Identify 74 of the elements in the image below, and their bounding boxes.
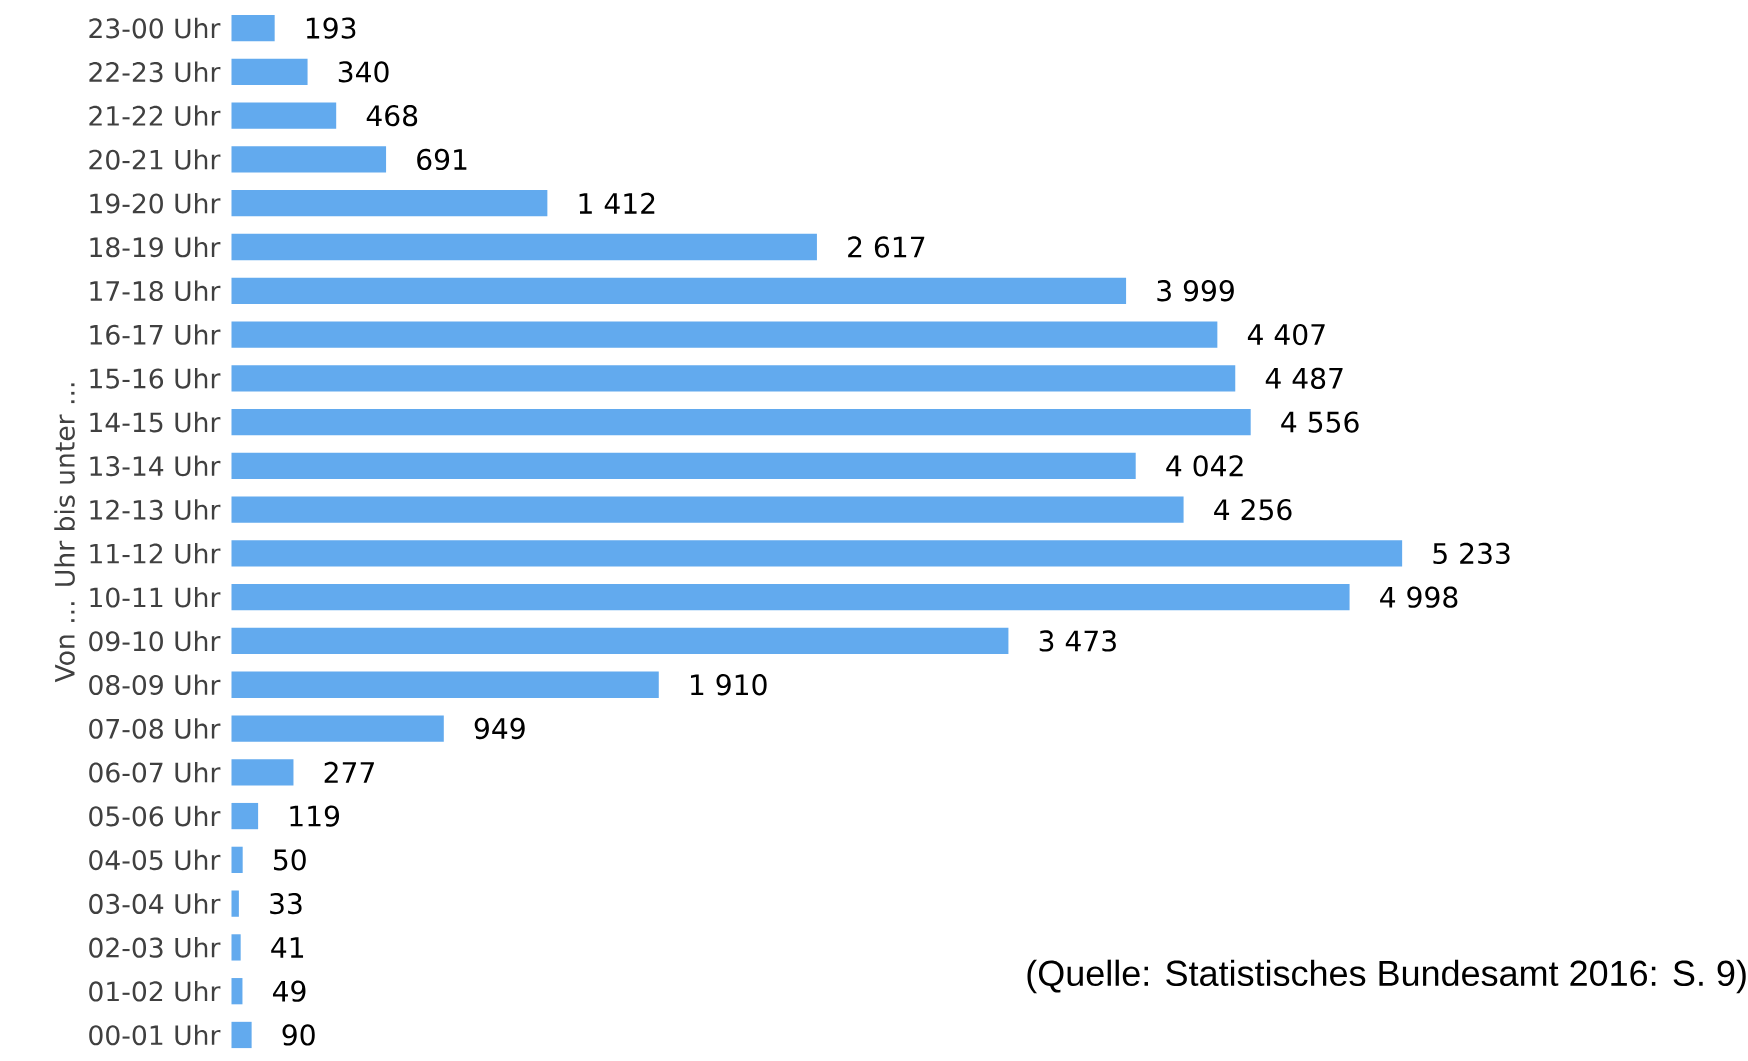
y-tick-label: 07-08 Uhr xyxy=(89,718,221,739)
y-tick-label: 04-05 Uhr xyxy=(89,849,221,871)
data-label: 4 407 xyxy=(1247,323,1325,346)
data-label: 3 473 xyxy=(1039,630,1116,652)
y-tick-label: 13-14 Uhr xyxy=(90,455,221,477)
data-label: 1 412 xyxy=(579,192,655,214)
y-tick-label: 05-06 Uhr xyxy=(89,805,221,827)
bar xyxy=(231,715,444,742)
bar xyxy=(231,627,1009,654)
bar xyxy=(231,146,387,173)
bar xyxy=(231,277,1127,304)
data-label: 3 999 xyxy=(1157,279,1234,302)
data-label: 4 998 xyxy=(1380,586,1458,608)
y-tick-label: 00-01 Uhr xyxy=(89,1024,221,1046)
data-label: 4 556 xyxy=(1281,411,1359,433)
bar xyxy=(231,846,243,873)
bar xyxy=(231,977,243,1005)
bar xyxy=(231,890,239,917)
bar xyxy=(231,365,1236,392)
data-label: 4 256 xyxy=(1214,498,1292,521)
data-label: 1 910 xyxy=(691,673,767,696)
y-tick-label: 08-09 Uhr xyxy=(89,674,221,695)
y-tick-label: 18-19 Uhr xyxy=(90,236,221,258)
y-tick-label: 10-11 Uhr xyxy=(90,586,221,608)
bar xyxy=(231,14,275,42)
bar xyxy=(231,1021,252,1048)
data-label: 49 xyxy=(272,980,306,1002)
bar xyxy=(231,58,308,85)
data-label: 90 xyxy=(282,1024,315,1046)
annotation: (Quelle: Statistisches Bundesamt 2016: S. 9) xyxy=(1027,959,1746,994)
data-label: 193 xyxy=(306,17,356,39)
y-tick-label: 02-03 Uhr xyxy=(89,936,221,958)
bar xyxy=(231,671,659,698)
data-label: 4 487 xyxy=(1265,367,1343,389)
y-tick-label: 06-07 Uhr xyxy=(89,761,221,783)
bar xyxy=(231,189,548,217)
y-tick-label: 17-18 Uhr xyxy=(90,280,221,301)
data-label: 119 xyxy=(290,805,340,827)
y-tick-label: 20-21 Uhr xyxy=(89,149,221,170)
data-label: 691 xyxy=(417,148,467,170)
bar xyxy=(231,759,294,786)
data-label: 5 233 xyxy=(1433,542,1510,564)
y-tick-label: 15-16 Uhr xyxy=(90,367,221,389)
bar xyxy=(231,408,1251,436)
bar xyxy=(231,321,1218,348)
bar xyxy=(231,496,1184,523)
y-tick-label: 21-22 Uhr xyxy=(89,105,221,126)
y-tick-label: 12-13 Uhr xyxy=(90,499,221,520)
bar xyxy=(231,934,241,961)
y-tick-label: 11-12 Uhr xyxy=(90,542,221,564)
data-label: 4 042 xyxy=(1166,455,1243,477)
y-tick-label: 16-17 Uhr xyxy=(90,324,221,345)
y-tick-label: 01-02 Uhr xyxy=(89,980,221,1002)
y-tick-label: 03-04 Uhr xyxy=(89,893,221,914)
y-tick-label: 19-20 Uhr xyxy=(90,192,221,214)
bar xyxy=(231,583,1350,611)
data-label: 33 xyxy=(270,892,302,915)
y-tick-label: 14-15 Uhr xyxy=(90,411,221,433)
bar xyxy=(231,233,817,260)
y-tick-label: 09-10 Uhr xyxy=(89,630,221,652)
y-axis-title: Von ... Uhr bis unter ... xyxy=(54,383,75,683)
data-label: 949 xyxy=(474,717,525,740)
bar xyxy=(231,102,337,129)
data-label: 2 617 xyxy=(848,236,925,258)
data-label: 277 xyxy=(324,761,374,783)
bar xyxy=(231,452,1136,479)
data-label: 50 xyxy=(273,849,306,871)
data-label: 41 xyxy=(271,937,304,958)
bar xyxy=(231,540,1403,567)
data-label: 468 xyxy=(366,104,418,127)
y-tick-label: 22-23 Uhr xyxy=(89,61,221,83)
bar xyxy=(231,802,259,830)
data-label: 340 xyxy=(338,61,389,83)
y-tick-label: 23-00 Uhr xyxy=(89,17,221,39)
